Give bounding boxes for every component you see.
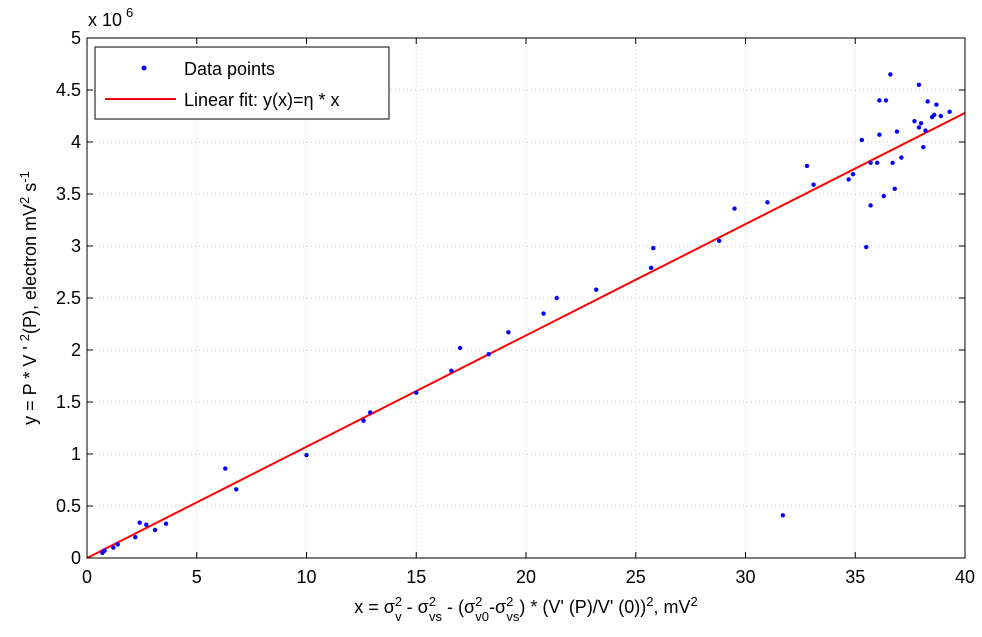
data-point [883, 98, 889, 103]
data-point [716, 238, 722, 243]
legend-item-data-points: Data points [141, 59, 275, 79]
x-tick-label: 5 [192, 567, 202, 587]
data-point [367, 410, 373, 415]
data-point [304, 452, 309, 458]
data-point [554, 295, 559, 301]
data-point [877, 98, 882, 103]
data-point [486, 351, 491, 357]
legend-label-linear-fit: Linear fit: y(x)=η * x [184, 90, 340, 110]
legend-label-data-points: Data points [184, 59, 275, 79]
data-point [732, 206, 737, 211]
data-point [414, 390, 419, 395]
y-tick-label: 1 [71, 444, 81, 464]
data-point [881, 193, 886, 199]
data-point [137, 520, 142, 525]
y-tick-label: 0 [71, 548, 81, 568]
y-tick-label: 2.5 [56, 288, 81, 308]
data-point [938, 113, 944, 119]
legend-marker-data-points [141, 65, 147, 71]
data-point [152, 527, 158, 533]
data-point [144, 522, 149, 527]
data-point [947, 109, 952, 115]
data-point [912, 119, 917, 124]
data-point [111, 545, 116, 550]
data-point [102, 548, 107, 553]
x-tick-label: 0 [82, 567, 92, 587]
plot-frame [86, 37, 966, 559]
data-point [892, 186, 897, 191]
data-point [875, 160, 880, 165]
y-tick-label: 3 [71, 236, 81, 256]
data-point [868, 160, 873, 165]
data-point [859, 137, 865, 143]
y-tick-label: 4 [71, 132, 81, 152]
x-tick-label: 30 [735, 567, 755, 587]
y-tick-label: 3.5 [56, 184, 81, 204]
data-point [864, 244, 869, 250]
data-point [648, 265, 654, 271]
data-point [918, 121, 924, 126]
data-point [651, 245, 656, 251]
data-point [877, 132, 882, 137]
data-point [890, 160, 895, 165]
data-point [804, 163, 810, 169]
data-point [541, 311, 546, 316]
y-axis-label: y = P * V ' 2(P), electron mV2 s-1 [17, 171, 41, 425]
y-multiplier-label: x 10 [88, 10, 122, 30]
data-point [133, 535, 138, 540]
data-point [163, 521, 169, 526]
x-tick-label: 35 [845, 567, 865, 587]
legend-item-linear-fit: Linear fit: y(x)=η * x [105, 90, 340, 110]
data-point [765, 200, 770, 205]
grid [87, 38, 965, 558]
data-point [921, 145, 926, 150]
y-tick-label: 0.5 [56, 496, 81, 516]
plot-series [86, 72, 966, 559]
data-point [223, 466, 228, 471]
legend-box [94, 46, 390, 120]
data-point [925, 99, 930, 104]
data-point [506, 330, 511, 335]
data-point [850, 172, 856, 177]
legend: Data points Linear fit: y(x)=η * x [94, 46, 390, 120]
y-tick-label: 4.5 [56, 80, 81, 100]
data-point [934, 102, 939, 107]
data-point [115, 542, 120, 547]
data-point [923, 128, 928, 133]
y-multiplier-exponent: 6 [126, 5, 133, 20]
data-point [894, 129, 900, 134]
data-point [361, 418, 366, 423]
data-point [234, 487, 239, 492]
data-point [457, 345, 463, 351]
data-point [888, 72, 893, 77]
x-tick-label: 40 [955, 567, 975, 587]
x-tick-label: 25 [626, 567, 646, 587]
y-tick-label: 1.5 [56, 392, 81, 412]
data-point [594, 287, 599, 292]
data-point [449, 368, 454, 373]
data-point [868, 203, 873, 208]
data-point [811, 182, 816, 187]
data-point [916, 125, 922, 130]
axis-ticks: 0 5 10 15 20 25 30 35 40 0 0.5 1 1.5 2 2.5 3 3.5 4 4.5 5 [56, 28, 975, 587]
x-tick-label: 20 [516, 567, 536, 587]
x-axis-label: x = σ2 v - σ2 vs - (σ2 v0-σ2 vs) * (V' (P)/V… [354, 594, 697, 624]
data-point [932, 112, 937, 118]
linear-fit-line [86, 111, 966, 559]
x-tick-label: 15 [406, 567, 426, 587]
data-point [846, 177, 851, 182]
x-tick-label: 10 [296, 567, 316, 587]
data-point [916, 82, 922, 88]
data-point [780, 513, 786, 518]
y-tick-label: 2 [71, 340, 81, 360]
data-point [899, 155, 904, 160]
y-tick-label: 5 [71, 28, 81, 48]
